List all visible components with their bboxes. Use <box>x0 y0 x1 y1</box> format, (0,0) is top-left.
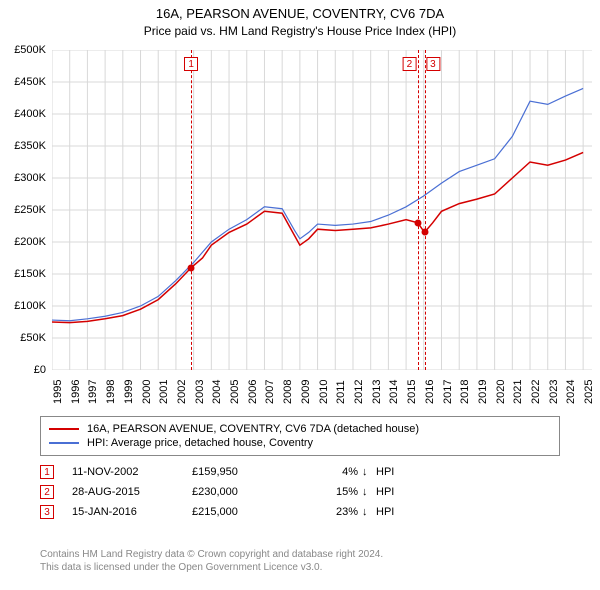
sale-diff: 23% <box>302 506 362 518</box>
x-tick-label: 2012 <box>353 380 365 404</box>
sale-vs-label: HPI <box>376 506 416 518</box>
y-tick-label: £0 <box>34 364 46 376</box>
sale-marker-box: 1 <box>184 57 198 71</box>
plot-svg <box>52 50 592 370</box>
x-tick-label: 2003 <box>194 380 206 404</box>
sale-price: £230,000 <box>192 486 302 498</box>
sale-vs-label: HPI <box>376 466 416 478</box>
y-axis-labels: £0£50K£100K£150K£200K£250K£300K£350K£400… <box>0 50 50 370</box>
legend-item: 16A, PEARSON AVENUE, COVENTRY, CV6 7DA (… <box>49 422 551 436</box>
sales-table: 111-NOV-2002£159,9504%↓HPI228-AUG-2015£2… <box>40 462 560 522</box>
sale-dot <box>421 229 428 236</box>
sale-row: 2 28-AUG-2015£230,00015%↓HPI <box>40 482 560 502</box>
y-tick-label: £150K <box>14 268 46 280</box>
x-tick-label: 2022 <box>530 380 542 404</box>
x-tick-label: 1995 <box>52 380 64 404</box>
chart-container: 16A, PEARSON AVENUE, COVENTRY, CV6 7DA P… <box>0 0 600 590</box>
sale-dot <box>188 264 195 271</box>
x-tick-label: 2018 <box>459 380 471 404</box>
x-tick-label: 2019 <box>477 380 489 404</box>
sale-vline <box>425 50 426 370</box>
sale-row-marker: 1 <box>40 465 54 479</box>
x-tick-label: 2014 <box>388 380 400 404</box>
down-arrow-icon: ↓ <box>362 506 376 518</box>
sale-date: 28-AUG-2015 <box>72 486 192 498</box>
x-tick-label: 1997 <box>87 380 99 404</box>
x-tick-label: 2015 <box>406 380 418 404</box>
y-tick-label: £250K <box>14 204 46 216</box>
x-tick-label: 2009 <box>300 380 312 404</box>
legend-item: HPI: Average price, detached house, Cove… <box>49 436 551 450</box>
legend-swatch <box>49 428 79 430</box>
y-tick-label: £450K <box>14 76 46 88</box>
chart-subtitle: Price paid vs. HM Land Registry's House … <box>0 23 600 38</box>
x-tick-label: 2001 <box>158 380 170 404</box>
sale-price: £159,950 <box>192 466 302 478</box>
x-tick-label: 2006 <box>247 380 259 404</box>
x-axis-labels: 1995 1996 1997 1998 1999 2000 2001 2002 2003 2004… <box>52 374 592 414</box>
legend-label: HPI: Average price, detached house, Cove… <box>87 437 313 449</box>
legend-swatch <box>49 442 79 444</box>
plot-area: 1 23 <box>52 50 592 370</box>
x-tick-label: 2013 <box>371 380 383 404</box>
x-tick-label: 2002 <box>176 380 188 404</box>
chart-title: 16A, PEARSON AVENUE, COVENTRY, CV6 7DA <box>0 0 600 23</box>
y-tick-label: £400K <box>14 108 46 120</box>
x-tick-label: 1998 <box>105 380 117 404</box>
y-tick-label: £50K <box>20 332 46 344</box>
sale-row-marker: 3 <box>40 505 54 519</box>
x-tick-label: 2004 <box>211 380 223 404</box>
x-tick-label: 2010 <box>318 380 330 404</box>
attribution-line1: Contains HM Land Registry data © Crown c… <box>40 548 383 561</box>
y-tick-label: £500K <box>14 44 46 56</box>
sale-date: 15-JAN-2016 <box>72 506 192 518</box>
y-tick-label: £350K <box>14 140 46 152</box>
x-tick-label: 1999 <box>123 380 135 404</box>
sale-date: 11-NOV-2002 <box>72 466 192 478</box>
x-tick-label: 2000 <box>141 380 153 404</box>
legend: 16A, PEARSON AVENUE, COVENTRY, CV6 7DA (… <box>40 416 560 456</box>
x-tick-label: 2024 <box>565 380 577 404</box>
y-tick-label: £300K <box>14 172 46 184</box>
x-tick-label: 2011 <box>335 380 347 404</box>
down-arrow-icon: ↓ <box>362 486 376 498</box>
sale-vs-label: HPI <box>376 486 416 498</box>
sale-dot <box>414 219 421 226</box>
sale-diff: 4% <box>302 466 362 478</box>
attribution: Contains HM Land Registry data © Crown c… <box>40 548 383 574</box>
legend-label: 16A, PEARSON AVENUE, COVENTRY, CV6 7DA (… <box>87 423 419 435</box>
sale-vline <box>418 50 419 370</box>
attribution-line2: This data is licensed under the Open Gov… <box>40 561 383 574</box>
x-tick-label: 2023 <box>548 380 560 404</box>
x-tick-label: 2020 <box>495 380 507 404</box>
x-tick-label: 2007 <box>264 380 276 404</box>
down-arrow-icon: ↓ <box>362 466 376 478</box>
x-tick-label: 2008 <box>282 380 294 404</box>
sale-marker-box: 3 <box>426 57 440 71</box>
sale-row: 3 15-JAN-2016£215,00023%↓HPI <box>40 502 560 522</box>
y-tick-label: £200K <box>14 236 46 248</box>
sale-row-marker: 2 <box>40 485 54 499</box>
sale-marker-box: 2 <box>402 57 416 71</box>
x-tick-label: 2016 <box>424 380 436 404</box>
x-tick-label: 2021 <box>512 380 524 404</box>
x-tick-label: 2017 <box>442 380 454 404</box>
sale-row: 1 11-NOV-2002£159,9504%↓HPI <box>40 462 560 482</box>
sale-vline <box>191 50 192 370</box>
sale-diff: 15% <box>302 486 362 498</box>
y-tick-label: £100K <box>14 300 46 312</box>
sale-price: £215,000 <box>192 506 302 518</box>
x-tick-label: 2025 <box>583 380 595 404</box>
x-tick-label: 1996 <box>70 380 82 404</box>
x-tick-label: 2005 <box>229 380 241 404</box>
